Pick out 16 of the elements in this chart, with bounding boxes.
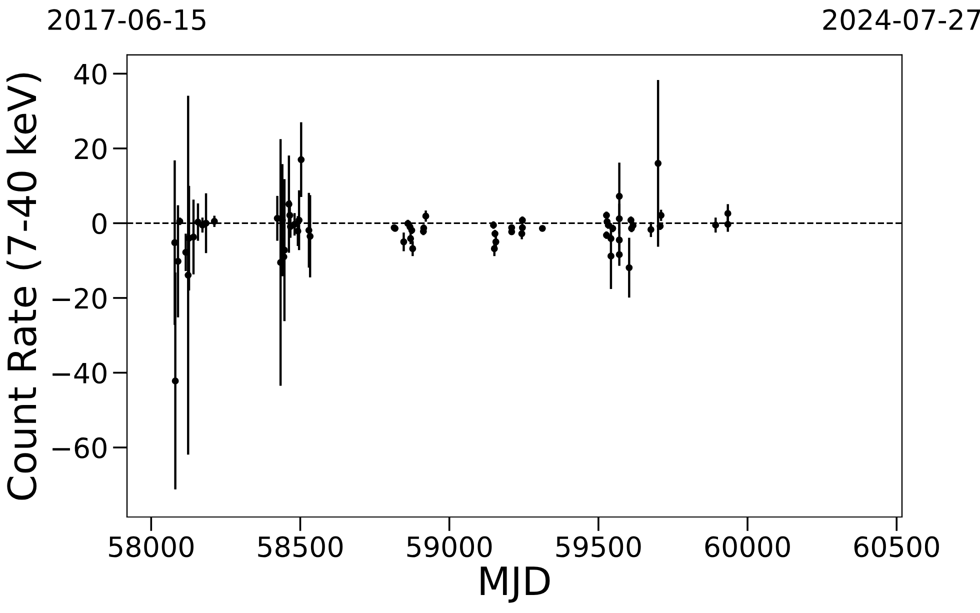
- x-tick-label: 58500: [258, 536, 343, 558]
- x-tick-label: 60000: [705, 536, 790, 558]
- x-tick-label: 58000: [109, 536, 194, 558]
- x2-tick-label: 2024-07-27: [823, 9, 980, 30]
- x-tick-label: 60500: [854, 536, 939, 558]
- y-tick-label: −40: [52, 362, 106, 384]
- y-tick-label: 40: [74, 64, 106, 85]
- x2-tick-label: 2017-06-15: [48, 9, 206, 30]
- y-tick-label: 20: [74, 138, 106, 160]
- x-tick-label: 59000: [407, 536, 492, 558]
- y-tick-label: 0: [92, 213, 106, 234]
- x-tick-label: 59500: [556, 536, 641, 558]
- y-tick-label: −60: [52, 437, 106, 458]
- y-axis-title: Count Rate (7-40 keV): [6, 73, 42, 500]
- y-tick-label: −20: [52, 288, 106, 309]
- x-axis-title: MJD: [480, 566, 550, 603]
